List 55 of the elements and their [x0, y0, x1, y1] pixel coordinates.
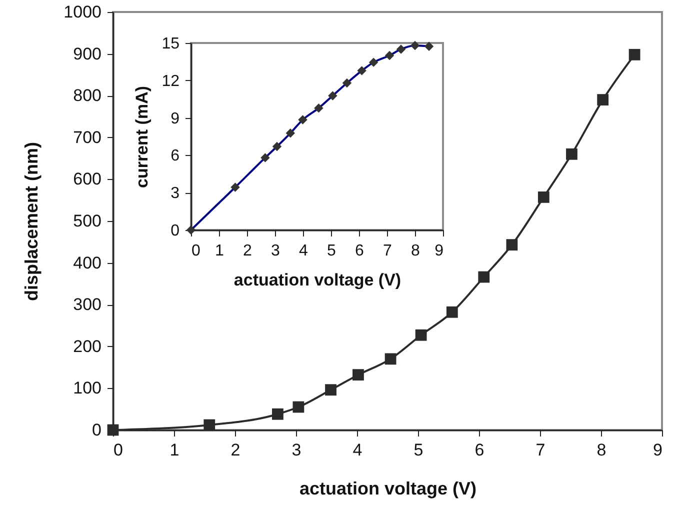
x-tick-label: 3: [271, 242, 280, 260]
y-axis-title: displacement (nm): [22, 142, 42, 302]
y-tick-label: 6: [170, 148, 180, 165]
x-tick-label: 5: [327, 242, 336, 260]
x-tick-label: 9: [434, 242, 444, 260]
y-tick-label: 15: [162, 36, 180, 52]
x-axis-title: actuation voltage (V): [234, 270, 402, 290]
x-tick-label: 6: [355, 242, 364, 260]
x-tick-label: 3: [292, 440, 302, 460]
point: [446, 306, 458, 318]
x-tick-label: 2: [230, 440, 240, 460]
y-tick-label: 9: [170, 110, 180, 128]
y-tick-label: 1000: [64, 2, 102, 22]
point: [272, 408, 284, 420]
x-tick-label: 8: [411, 242, 420, 260]
y-tick-label: 3: [170, 185, 180, 202]
point: [352, 369, 364, 381]
point: [415, 329, 427, 341]
point: [566, 148, 578, 160]
y-axis-title: current (mA): [132, 86, 152, 188]
y-tick-label: 700: [73, 128, 102, 147]
point: [628, 48, 640, 60]
point: [292, 401, 304, 413]
point: [478, 271, 490, 283]
x-tick-label: 6: [474, 440, 484, 460]
y-tick-label: 200: [73, 336, 102, 356]
x-tick-label: 7: [536, 440, 546, 460]
point: [597, 94, 609, 106]
y-tick-label: 0: [92, 420, 102, 440]
x-tick-label: 1: [215, 242, 224, 260]
y-tick-label: 12: [162, 72, 180, 90]
x-tick-label: 1: [170, 440, 180, 460]
y-tick-label: 400: [73, 253, 102, 272]
x-tick-label: 8: [596, 440, 606, 460]
y-tick-label: 600: [73, 170, 102, 189]
x-tick-label: 9: [653, 440, 662, 460]
point: [204, 419, 216, 431]
x-tick-label: 0: [114, 440, 123, 460]
y-tick-label: 0: [170, 222, 180, 240]
point: [384, 353, 396, 365]
y-tick-label: 800: [73, 86, 102, 106]
point: [538, 191, 550, 203]
x-tick-label: 2: [243, 242, 252, 260]
point: [506, 239, 518, 251]
x-tick-label: 7: [383, 242, 392, 260]
x-tick-label: 5: [414, 440, 424, 460]
y-tick-label: 100: [73, 378, 102, 398]
x-tick-label: 4: [299, 242, 308, 260]
x-axis-title: actuation voltage (V): [299, 478, 477, 498]
point: [325, 384, 336, 396]
x-tick-label: 4: [352, 440, 362, 460]
x-tick-label: 0: [192, 242, 200, 260]
y-tick-label: 500: [73, 212, 102, 230]
y-tick-label: 900: [73, 44, 102, 64]
y-tick-label: 300: [73, 295, 102, 314]
